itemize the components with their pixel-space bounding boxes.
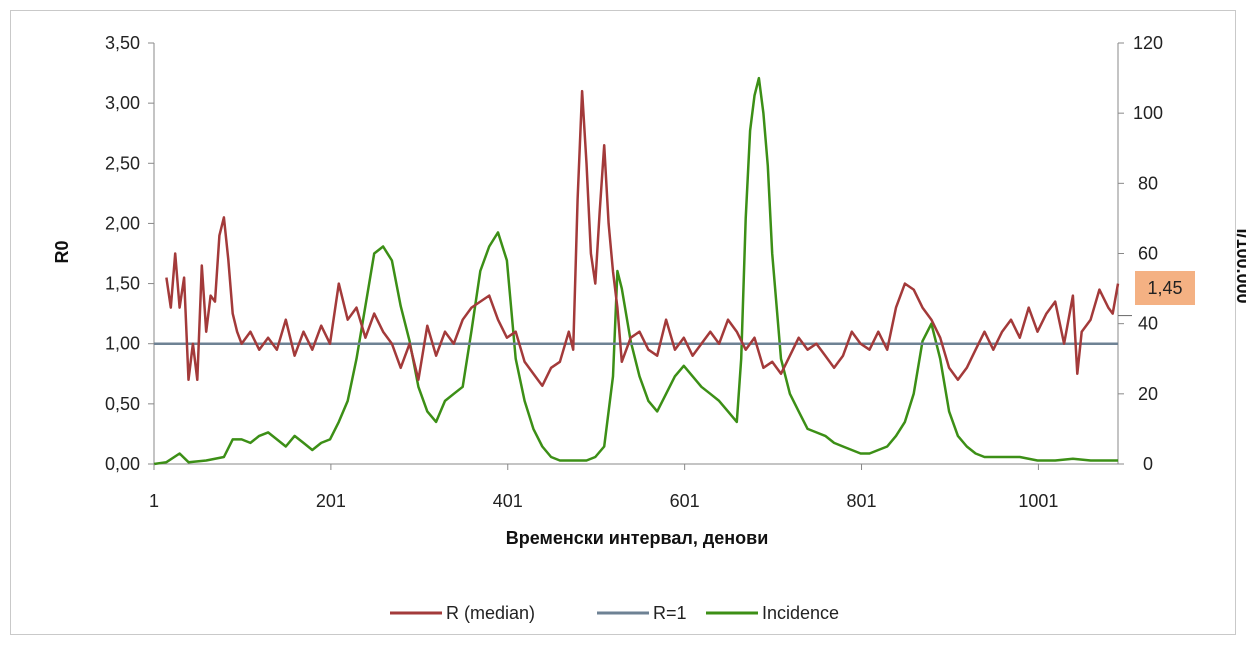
y-tick-label-right: 80 (1138, 173, 1158, 193)
y-tick-label-left: 2,50 (105, 153, 140, 173)
y-tick-label-left: 0,00 (105, 454, 140, 474)
y-axis-title-right: I/100.000 (1233, 228, 1246, 303)
series-line-r-median (165, 89, 1120, 388)
y-tick-label-right: 120 (1133, 33, 1163, 53)
x-tick-label: 601 (670, 491, 700, 511)
legend-label: Incidence (762, 603, 839, 623)
x-tick-label: 1 (149, 491, 159, 511)
x-tick-label: 201 (316, 491, 346, 511)
axes (153, 43, 1119, 465)
y-tick-label-left: 1,00 (105, 334, 140, 354)
legend-label: R=1 (653, 603, 687, 623)
x-tick-label: 1001 (1018, 491, 1058, 511)
plot-series-incidence (153, 76, 1118, 466)
legend: R (median) R=1 Incidence (390, 603, 839, 623)
callout-annotation: 1,45 (1118, 271, 1195, 317)
y-tick-label-right: 0 (1143, 454, 1153, 474)
legend-label: R (median) (446, 603, 535, 623)
y-tick-label-left: 3,00 (105, 93, 140, 113)
y-tick-label-right: 40 (1138, 314, 1158, 334)
x-tick-label: 801 (846, 491, 876, 511)
y-tick-label-left: 0,50 (105, 394, 140, 414)
y-tick-label-left: 1,50 (105, 274, 140, 294)
y-tick-label-left: 3,50 (105, 33, 140, 53)
callout-text: 1,45 (1147, 278, 1182, 298)
y-tick-label-right: 100 (1133, 103, 1163, 123)
callout-box (1135, 271, 1195, 305)
x-tick-label: 401 (493, 491, 523, 511)
y-tick-label-right: 60 (1138, 244, 1158, 264)
x-axis-title: Временски интервал, денови (506, 528, 769, 548)
chart-frame (10, 10, 1236, 635)
y-tick-label-left: 2,00 (105, 213, 140, 233)
y-axis-title-left: R0 (52, 240, 72, 263)
series-line-incidence (153, 76, 1118, 466)
plot-series-r-median (165, 89, 1120, 388)
y-tick-label-right: 20 (1138, 384, 1158, 404)
tick-labels: 0,00 0,50 1,00 1,50 2,00 2,50 3,00 3,50 0 20 40 60 8… (105, 33, 1163, 511)
